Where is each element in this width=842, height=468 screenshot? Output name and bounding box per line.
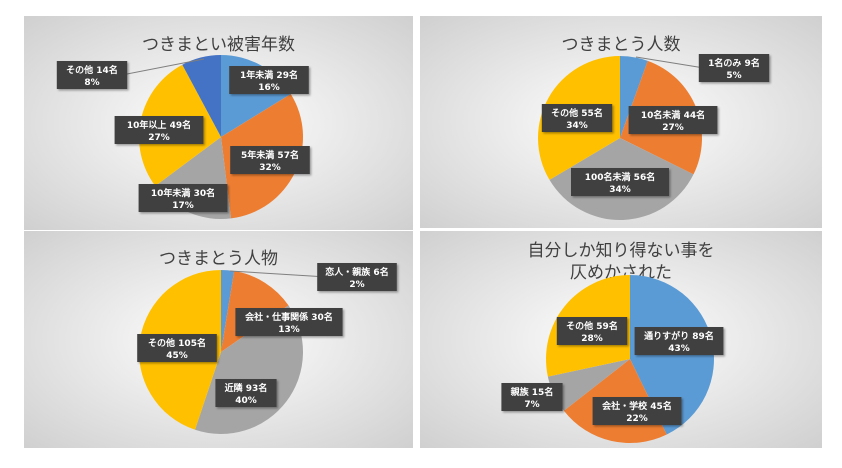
data-label-percent: 34% bbox=[566, 121, 588, 131]
pie-chart-1: つきまとい被害年数 1年未満 29名 16% 5年未満 57名 32% 10年未満 30名… bbox=[24, 16, 413, 230]
data-label: 10名未満 44名 27% bbox=[628, 106, 718, 134]
data-label: 1年未満 29名 16% bbox=[229, 66, 309, 94]
data-label: 会社・学校 45名 22% bbox=[592, 397, 682, 425]
pie-slice bbox=[221, 270, 235, 352]
leader-line bbox=[121, 58, 205, 76]
data-label: 親族 15名 7% bbox=[501, 383, 563, 411]
data-label: 近隣 93名 40% bbox=[215, 379, 277, 407]
data-label-name: 10年以上 49名 bbox=[127, 119, 191, 131]
data-label: その他 59名 28% bbox=[556, 317, 628, 345]
chart-title: つきまとい被害年数 bbox=[142, 35, 295, 55]
data-label-name: その他 14名 bbox=[66, 64, 118, 76]
chart-title: 自分しか知り得ない事を bbox=[528, 241, 715, 261]
data-label: 100名未満 56名 34% bbox=[571, 168, 669, 196]
pie-slice bbox=[547, 359, 630, 411]
data-label-name: 10年未満 30名 bbox=[151, 187, 215, 199]
data-label-name: 近隣 93名 bbox=[225, 382, 268, 394]
data-label: 会社・仕事関係 30名 13% bbox=[235, 308, 343, 336]
data-label: 通りすがり 89名 43% bbox=[634, 327, 724, 355]
leader-line bbox=[229, 270, 328, 278]
data-label-percent: 40% bbox=[235, 396, 257, 406]
data-label-percent: 27% bbox=[148, 133, 170, 143]
chart-title: つきまとう人物 bbox=[159, 249, 278, 269]
data-label-name: 100名未満 56名 bbox=[585, 171, 655, 183]
data-label: 1名のみ 9名 5% bbox=[698, 54, 770, 82]
data-label-percent: 32% bbox=[259, 163, 281, 173]
data-label: その他 105名 45% bbox=[137, 334, 217, 362]
data-label-percent: 34% bbox=[609, 185, 631, 195]
data-label-percent: 17% bbox=[172, 201, 194, 211]
data-label-name: 1年未満 29名 bbox=[240, 69, 298, 81]
data-label-percent: 27% bbox=[662, 123, 684, 133]
data-label-name: その他 105名 bbox=[148, 337, 206, 349]
data-label-name: その他 55名 bbox=[551, 107, 603, 119]
data-label-percent: 5% bbox=[726, 71, 741, 81]
data-label: その他 14名 8% bbox=[56, 61, 128, 89]
leader-line bbox=[635, 56, 705, 69]
data-label-percent: 43% bbox=[668, 344, 690, 354]
data-label-name: その他 59名 bbox=[566, 320, 618, 332]
data-label-percent: 45% bbox=[166, 351, 188, 361]
pie-slice bbox=[182, 55, 221, 137]
data-label: 10年以上 49名 27% bbox=[114, 116, 204, 144]
data-label-percent: 7% bbox=[524, 400, 539, 410]
data-label-name: 5年未満 57名 bbox=[241, 149, 299, 161]
data-label-percent: 8% bbox=[84, 78, 99, 88]
data-label: 10年未満 30名 17% bbox=[138, 184, 228, 212]
data-label: その他 55名 34% bbox=[541, 104, 613, 132]
data-label-name: 恋人・親族 6名 bbox=[325, 266, 388, 278]
data-label: 5年未満 57名 32% bbox=[230, 146, 310, 174]
data-label-percent: 22% bbox=[626, 414, 648, 424]
data-label-name: 通りすがり 89名 bbox=[644, 330, 714, 342]
data-label-name: 会社・仕事関係 30名 bbox=[245, 311, 333, 323]
data-label-name: 親族 15名 bbox=[511, 386, 554, 398]
data-label-percent: 16% bbox=[258, 83, 280, 93]
chart-title: つきまとう人数 bbox=[562, 35, 681, 55]
data-label-name: 会社・学校 45名 bbox=[602, 400, 672, 412]
data-label-name: 1名のみ 9名 bbox=[708, 57, 760, 69]
data-label-percent: 28% bbox=[581, 334, 603, 344]
data-label-percent: 2% bbox=[349, 280, 364, 290]
pie-slice bbox=[620, 56, 648, 138]
data-label-name: 10名未満 44名 bbox=[641, 109, 705, 121]
pie-chart-2: つきまとう人数 1名のみ 9名 5% 10名未満 44名 27% 100名未満 56名 34… bbox=[420, 16, 822, 228]
data-label-percent: 13% bbox=[278, 325, 300, 335]
data-label: 恋人・親族 6名 2% bbox=[317, 263, 397, 291]
